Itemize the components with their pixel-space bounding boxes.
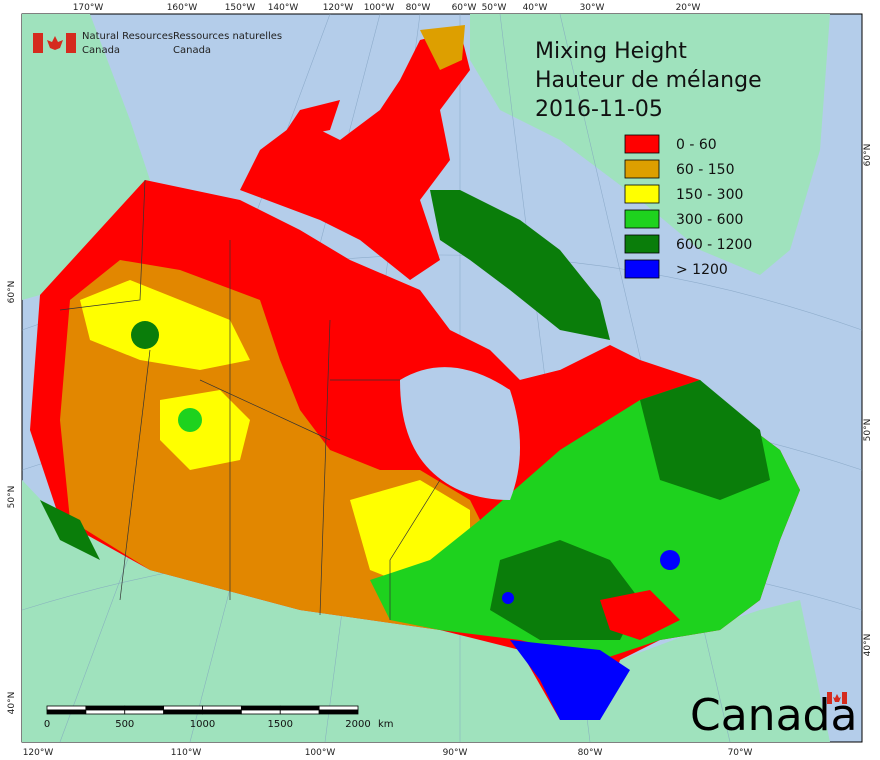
scale-segment	[202, 705, 242, 711]
scale-label: 2000	[345, 719, 370, 730]
title: Hauteur de mélange	[535, 68, 762, 93]
lon-label: 120°W	[323, 3, 354, 13]
lon-label: 60°W	[452, 3, 477, 13]
dept-fr: Canada	[173, 45, 211, 56]
scale-segment	[279, 709, 320, 715]
scale-segment	[85, 709, 126, 715]
lat-label: 50°N	[863, 419, 873, 442]
region-blue	[510, 640, 630, 720]
wordmark-flag	[827, 692, 847, 704]
scale-label: 1500	[268, 719, 293, 730]
scale-segment	[163, 709, 203, 715]
graticule-labels: 170°W 160°W 150°W 140°W 120°W 100°W 80°W 60°W 50…	[7, 3, 873, 758]
legend-label: 0 - 60	[676, 137, 717, 153]
legend-label: > 1200	[676, 262, 728, 278]
scale-segment	[240, 709, 281, 715]
lon-label: 40°W	[523, 3, 548, 13]
region-red	[520, 370, 600, 420]
lon-label: 80°W	[406, 3, 431, 13]
legend-label: 150 - 300	[676, 187, 743, 203]
legend-swatch	[624, 234, 660, 254]
arctic-island	[280, 100, 340, 140]
region-darkgreen	[490, 540, 640, 640]
scale-segment	[124, 709, 165, 715]
region-blue	[502, 592, 514, 604]
lon-label: 100°W	[364, 3, 395, 13]
region-orange	[420, 25, 465, 70]
scale-segment	[240, 705, 281, 711]
lon-label: 150°W	[225, 3, 256, 13]
region-yellow	[160, 390, 250, 470]
lon-label: 140°W	[268, 3, 299, 13]
lon-label: 100°W	[305, 748, 336, 758]
lon-label: 120°W	[23, 748, 54, 758]
lat-label: 60°N	[863, 144, 873, 167]
lon-label: 20°W	[676, 3, 701, 13]
scale-segment	[124, 705, 165, 711]
baffin-green	[430, 190, 610, 340]
lon-label: 70°W	[728, 748, 753, 758]
lon-label: 170°W	[73, 3, 104, 13]
legend-label: 300 - 600	[676, 212, 743, 228]
legend-swatch	[624, 159, 660, 179]
title: Mixing Height	[535, 39, 687, 64]
scale-segment	[163, 705, 203, 711]
wordmark: Canada	[690, 690, 857, 741]
lon-label: 90°W	[443, 748, 468, 758]
lat-label: 40°N	[7, 692, 17, 715]
alaska	[22, 14, 150, 300]
region-darkgreen	[640, 380, 770, 500]
borders	[59, 179, 441, 620]
usa	[22, 480, 830, 742]
title: 2016-11-05	[535, 97, 663, 122]
scale-segment	[46, 709, 87, 715]
lon-label: 80°W	[578, 748, 603, 758]
legend-label: 60 - 150	[676, 162, 735, 178]
dept-en: Natural Resources	[82, 31, 173, 42]
legend-swatch	[624, 209, 660, 229]
hudson-bay	[400, 367, 520, 500]
lon-label: 160°W	[167, 3, 198, 13]
nrcan-logo	[33, 33, 76, 53]
legend-swatch	[624, 134, 660, 154]
lon-label: 30°W	[580, 3, 605, 13]
scale-bar: 0 500 1000 1500 2000 km	[44, 705, 394, 730]
region-blue	[660, 550, 680, 570]
region-darkgreen	[40, 500, 100, 560]
lat-label: 60°N	[7, 281, 17, 304]
region-red	[600, 590, 680, 640]
scale-label: 500	[115, 719, 134, 730]
scale-segment	[46, 705, 87, 711]
scale-segment	[318, 709, 359, 715]
scale-segment	[85, 705, 126, 711]
lat-label: 40°N	[863, 634, 873, 657]
scale-segment	[279, 705, 320, 711]
region-green	[178, 408, 202, 432]
legend-label: 600 - 1200	[676, 237, 752, 253]
scale-segment	[318, 705, 359, 711]
legend-swatch	[624, 184, 660, 204]
scale-segment	[202, 709, 242, 715]
dept-fr: Ressources naturelles	[173, 31, 282, 42]
lon-label: 110°W	[171, 748, 202, 758]
scale-label: 1000	[190, 719, 215, 730]
lon-label: 50°W	[482, 3, 507, 13]
scale-unit: km	[378, 719, 394, 730]
lat-label: 50°N	[7, 486, 17, 509]
legend-swatch	[624, 259, 660, 279]
scale-label: 0	[44, 719, 50, 730]
dept-en: Canada	[82, 45, 120, 56]
legend: 0 - 60 60 - 150 150 - 300 300 - 600 600 - 12…	[624, 134, 752, 279]
arctic-islands	[240, 30, 470, 280]
region-darkgreen	[131, 321, 159, 349]
